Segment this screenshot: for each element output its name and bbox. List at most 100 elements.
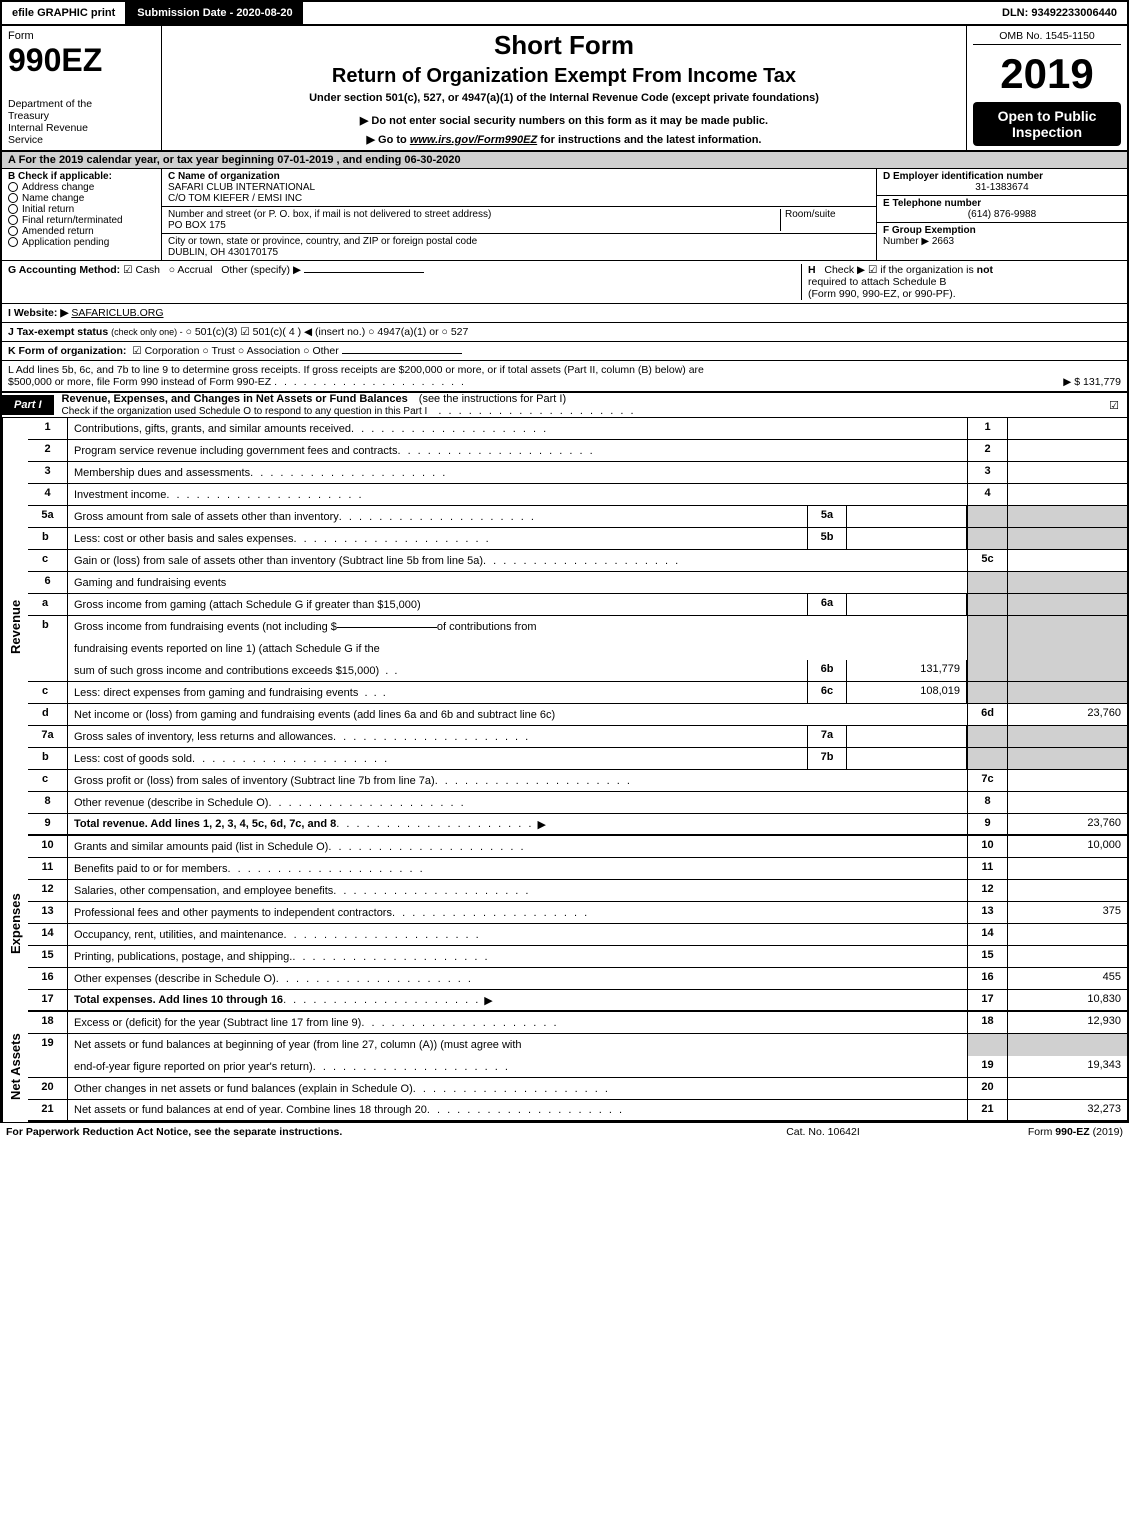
chk-application-pending-label: Application pending (22, 237, 109, 248)
line-14-desc: Occupancy, rent, utilities, and maintena… (74, 929, 284, 941)
line-6b-blank[interactable] (337, 627, 437, 628)
footer-right-prefix: Form (1028, 1126, 1055, 1138)
line-18-num: 18 (28, 1012, 68, 1033)
other-specify: Other (specify) ▶ (221, 264, 301, 276)
line-5b-innerval (847, 528, 967, 549)
line-7b-amount-shaded (1007, 748, 1127, 769)
line-7a-key-shaded (967, 726, 1007, 747)
chk-name-change[interactable]: Name change (8, 193, 155, 204)
dept-line-1: Department of the (8, 98, 155, 110)
line-8-amount (1007, 792, 1127, 813)
line-6b-d2: of contributions from (437, 621, 537, 633)
subtitle: Under section 501(c), 527, or 4947(a)(1)… (170, 92, 958, 104)
chk-name-change-label: Name change (22, 193, 84, 204)
row-k: K Form of organization: ☑ Corporation ○ … (2, 342, 1127, 361)
section-b: B Check if applicable: Address change Na… (2, 169, 162, 260)
line-17-num: 17 (28, 990, 68, 1010)
line-7b-num: b (28, 748, 68, 769)
chk-address-change[interactable]: Address change (8, 182, 155, 193)
group-num-value: 2663 (932, 236, 954, 247)
chk-accrual[interactable]: ○ Accrual (169, 264, 213, 276)
row-l: L Add lines 5b, 6c, and 7b to line 9 to … (2, 361, 1127, 391)
line-21-desc: Net assets or fund balances at end of ye… (74, 1104, 427, 1116)
line-2-amount (1007, 440, 1127, 461)
chk-cash[interactable]: ☑ Cash (123, 264, 160, 276)
side-label-expenses: Expenses (2, 836, 28, 1012)
line-4: 4 Investment income 4 (28, 484, 1127, 506)
group-exemption-label: F Group Exemption (883, 225, 1121, 236)
chk-accrual-label: Accrual (177, 264, 212, 276)
row-k-opts[interactable]: ☑ Corporation ○ Trust ○ Association ○ Ot… (132, 345, 338, 357)
line-19-key-shaded (967, 1034, 1007, 1056)
chk-final-return[interactable]: Final return/terminated (8, 215, 155, 226)
line-6b-d1: Gross income from fundraising events (no… (74, 621, 337, 633)
row-i-label: I Website: ▶ (8, 307, 68, 319)
line-table: Revenue 1 Contributions, gifts, grants, … (0, 418, 1129, 1122)
line-3: 3 Membership dues and assessments 3 (28, 462, 1127, 484)
line-1: 1 Contributions, gifts, grants, and simi… (28, 418, 1127, 440)
line-13-num: 13 (28, 902, 68, 923)
line-16-amount: 455 (1007, 968, 1127, 989)
footer-mid: Cat. No. 10642I (723, 1126, 923, 1138)
line-15-amount (1007, 946, 1127, 967)
tax-year-text: For the 2019 calendar year, or tax year … (19, 154, 461, 166)
footer-left: For Paperwork Reduction Act Notice, see … (6, 1126, 723, 1138)
efile-print-button[interactable]: efile GRAPHIC print (2, 2, 127, 24)
line-7b-innerval (847, 748, 967, 769)
form-number: 990EZ (8, 42, 155, 79)
line-11-key: 11 (967, 858, 1007, 879)
chk-initial-return[interactable]: Initial return (8, 204, 155, 215)
header-right: OMB No. 1545-1150 2019 Open to Public In… (967, 26, 1127, 150)
group-num-label: Number ▶ (883, 236, 929, 247)
line-14-num: 14 (28, 924, 68, 945)
part1-checkbox[interactable]: ☑ (1101, 395, 1127, 416)
part1-label: Part I (2, 395, 54, 415)
row-k-other-input[interactable] (342, 353, 462, 354)
chk-amended-return[interactable]: Amended return (8, 226, 155, 237)
chk-application-pending[interactable]: Application pending (8, 237, 155, 248)
line-18: 18 Excess or (deficit) for the year (Sub… (28, 1012, 1127, 1034)
line-7a-innerval (847, 726, 967, 747)
line-5b-innerkey: 5b (807, 528, 847, 549)
chk-final-return-label: Final return/terminated (22, 215, 123, 226)
line-1-key: 1 (967, 418, 1007, 439)
line-11-desc: Benefits paid to or for members (74, 863, 227, 875)
line-7c-num: c (28, 770, 68, 791)
line-6d-amount: 23,760 (1007, 704, 1127, 725)
goto-line: ▶ Go to www.irs.gov/Form990EZ for instru… (170, 133, 958, 146)
header-center: Short Form Return of Organization Exempt… (162, 26, 967, 150)
line-10-key: 10 (967, 836, 1007, 857)
line-2-desc: Program service revenue including govern… (74, 445, 397, 457)
line-7c-key: 7c (967, 770, 1007, 791)
row-j-opts[interactable]: ○ 501(c)(3) ☑ 501(c)( 4 ) ◀ (insert no.)… (186, 326, 469, 338)
revenue-block: Revenue 1 Contributions, gifts, grants, … (2, 418, 1127, 836)
other-specify-input[interactable] (304, 272, 424, 273)
line-10-amount: 10,000 (1007, 836, 1127, 857)
irs-link[interactable]: www.irs.gov/Form990EZ (410, 134, 537, 146)
header-left: Form 990EZ Department of the Treasury In… (2, 26, 162, 150)
line-16: 16 Other expenses (describe in Schedule … (28, 968, 1127, 990)
website-value[interactable]: SAFARICLUB.ORG (71, 307, 163, 319)
line-6b-amount-shaded-3 (1007, 660, 1127, 681)
line-11-num: 11 (28, 858, 68, 879)
line-12-amount (1007, 880, 1127, 901)
line-7a-num: 7a (28, 726, 68, 747)
line-1-desc: Contributions, gifts, grants, and simila… (74, 423, 351, 435)
line-6b-d4: sum of such gross income and contributio… (74, 665, 379, 677)
line-11-amount (1007, 858, 1127, 879)
line-6c-amount-shaded (1007, 682, 1127, 703)
row-k-label: K Form of organization: (8, 345, 126, 357)
line-10: 10 Grants and similar amounts paid (list… (28, 836, 1127, 858)
ein-value: 31-1383674 (883, 182, 1121, 193)
line-4-num: 4 (28, 484, 68, 505)
line-6b-r2: fundraising events reported on line 1) (… (28, 638, 1127, 660)
line-9-num: 9 (28, 814, 68, 834)
tax-year-row: A For the 2019 calendar year, or tax yea… (0, 152, 1129, 169)
line-6b-num: b (28, 616, 68, 638)
line-6d: d Net income or (loss) from gaming and f… (28, 704, 1127, 726)
dept-line-3: Internal Revenue (8, 122, 155, 134)
line-17-desc: Total expenses. Add lines 10 through 16 (74, 994, 283, 1006)
line-4-amount (1007, 484, 1127, 505)
footer-right: Form 990-EZ (2019) (923, 1126, 1123, 1138)
line-5c-key: 5c (967, 550, 1007, 571)
